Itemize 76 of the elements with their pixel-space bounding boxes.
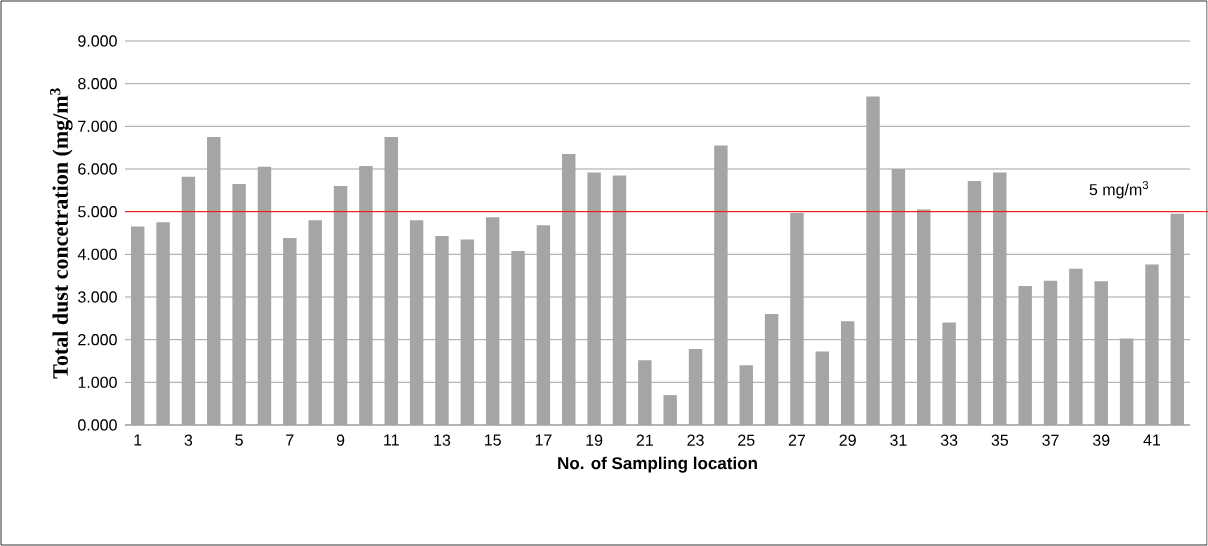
bar bbox=[232, 183, 246, 425]
bar bbox=[942, 322, 956, 425]
x-tick-label: 13 bbox=[434, 434, 451, 446]
x-axis-title: No. of Sampling location bbox=[558, 456, 757, 473]
y-tick-label: 2.000 bbox=[78, 334, 117, 346]
ref-line-label: 5 mg/m$^{3}$ bbox=[1089, 181, 1149, 199]
bar bbox=[207, 136, 221, 425]
y-tick-label: 8.000 bbox=[78, 78, 117, 90]
bar bbox=[612, 175, 627, 425]
bar bbox=[663, 395, 677, 425]
bar bbox=[130, 226, 145, 425]
x-tick-label: 35 bbox=[991, 434, 1009, 446]
x-tick-label: 19 bbox=[586, 434, 603, 446]
y-tick-label: 7.000 bbox=[78, 120, 117, 132]
bar bbox=[156, 222, 170, 425]
bar bbox=[1119, 338, 1134, 425]
bar bbox=[359, 166, 373, 425]
bar bbox=[1170, 213, 1185, 425]
y-tick-label: 3.000 bbox=[78, 291, 117, 303]
bar bbox=[891, 168, 906, 425]
bar bbox=[917, 209, 931, 425]
x-tick-label: 41 bbox=[1143, 434, 1161, 446]
bar bbox=[739, 365, 753, 425]
bar bbox=[815, 351, 830, 425]
x-tick-label: 39 bbox=[1092, 434, 1110, 446]
y-tick-label: 6.000 bbox=[78, 163, 117, 175]
bar bbox=[840, 321, 855, 425]
y-tick-label: 5.000 bbox=[78, 206, 117, 218]
bar bbox=[308, 220, 322, 425]
x-tick-label: 25 bbox=[738, 434, 755, 446]
bar bbox=[688, 349, 703, 425]
x-tick-label: 31 bbox=[890, 434, 907, 446]
bar bbox=[866, 96, 880, 425]
x-tick-label: 29 bbox=[839, 434, 856, 446]
bar bbox=[764, 314, 779, 425]
bar bbox=[283, 238, 297, 425]
y-tick-label: 1.000 bbox=[78, 376, 117, 388]
x-tick-label: 9 bbox=[336, 434, 345, 446]
bar bbox=[1043, 280, 1058, 425]
bar bbox=[536, 225, 551, 425]
bar bbox=[714, 145, 728, 425]
bar bbox=[1145, 264, 1159, 425]
bar bbox=[409, 220, 424, 425]
x-tick-label: 21 bbox=[636, 434, 653, 446]
x-tick-label: 33 bbox=[940, 434, 958, 446]
bar bbox=[181, 176, 196, 425]
bar bbox=[1069, 268, 1083, 425]
x-tick-label: 17 bbox=[535, 434, 552, 446]
bar bbox=[485, 217, 500, 425]
x-tick-label: 11 bbox=[384, 434, 399, 446]
bar bbox=[257, 166, 272, 425]
bar bbox=[333, 186, 348, 425]
bar bbox=[1018, 285, 1032, 425]
bar bbox=[384, 136, 398, 425]
y-axis-title: Total dust concetration (mg/m$^{3}$ bbox=[50, 88, 73, 379]
y-tick-label: 4.000 bbox=[77, 248, 117, 260]
x-tick-label: 27 bbox=[788, 434, 806, 446]
x-tick-label: 3 bbox=[184, 434, 193, 446]
y-tick-label: 0.000 bbox=[78, 419, 117, 431]
bar bbox=[967, 180, 982, 425]
bar bbox=[435, 235, 449, 425]
x-tick-label: 15 bbox=[485, 434, 501, 446]
x-tick-label: 1 bbox=[134, 434, 142, 446]
x-tick-label: 7 bbox=[286, 434, 294, 446]
y-tick-label: 9.000 bbox=[78, 35, 117, 47]
bar bbox=[511, 250, 525, 425]
bar bbox=[1094, 281, 1108, 425]
bar bbox=[460, 239, 475, 425]
x-tick-label: 23 bbox=[687, 434, 704, 446]
x-tick-label: 5 bbox=[235, 434, 243, 446]
bar bbox=[993, 172, 1007, 425]
bar bbox=[587, 172, 601, 425]
bar bbox=[562, 154, 576, 425]
bar bbox=[638, 360, 652, 425]
x-tick-label: 37 bbox=[1042, 434, 1059, 446]
bar bbox=[790, 212, 804, 425]
